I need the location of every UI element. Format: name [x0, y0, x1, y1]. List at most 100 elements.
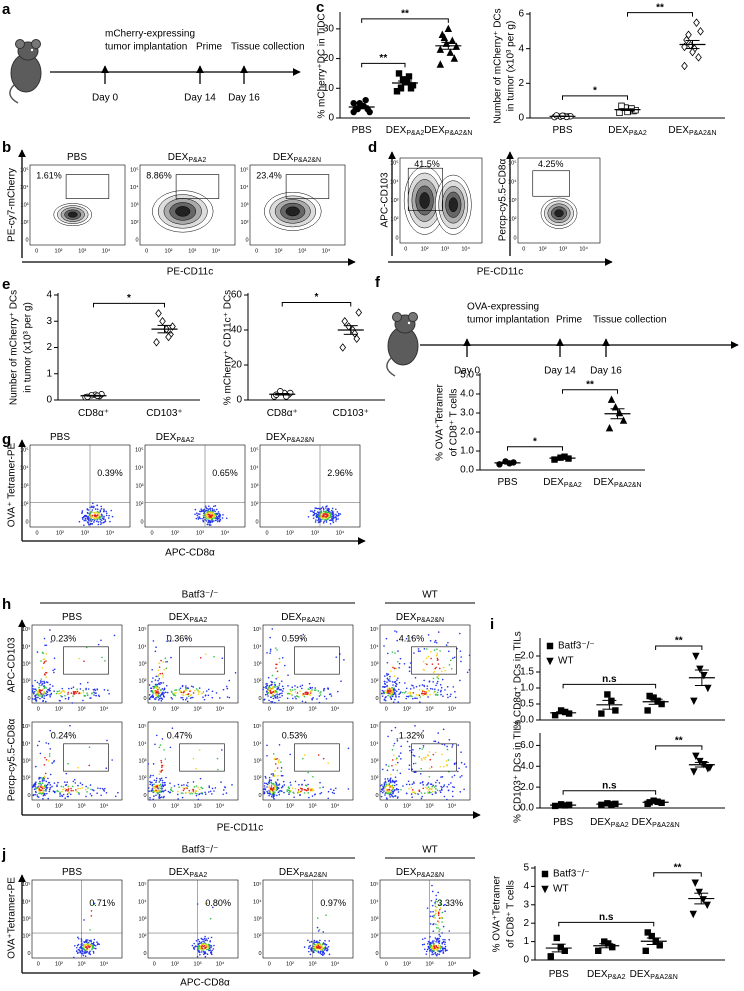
plot-title-main: DEX — [396, 867, 417, 878]
event-dot — [273, 681, 276, 684]
plot-title: DEXP&A2&N — [396, 867, 444, 880]
event-dot — [448, 664, 451, 666]
event-dot — [64, 790, 67, 792]
event-dot — [328, 693, 331, 696]
event-dot — [150, 789, 153, 792]
event-dot — [228, 679, 231, 682]
event-dot — [43, 687, 46, 689]
y-tick-label: 10⁴ — [135, 464, 144, 471]
y-tick-label: 10³ — [139, 916, 147, 922]
event-dot — [305, 693, 307, 695]
event-dot — [151, 694, 154, 696]
event-dot — [390, 697, 392, 700]
event-dot — [77, 951, 79, 954]
event-dot — [268, 776, 271, 779]
event-dot — [446, 763, 448, 766]
event-dot — [97, 521, 100, 523]
event-dot — [307, 939, 309, 942]
event-dot — [302, 692, 305, 695]
event-dot — [395, 757, 398, 759]
data-point — [696, 665, 704, 674]
event-dot — [396, 761, 399, 764]
event-dot — [205, 690, 208, 692]
event-dot — [100, 519, 103, 521]
y-tick-label: 10⁴ — [253, 740, 262, 747]
event-dot — [395, 631, 398, 633]
event-dot — [384, 794, 386, 796]
event-dot — [300, 638, 303, 640]
event-dot — [161, 788, 163, 790]
event-dot — [327, 790, 330, 793]
event-dot — [414, 771, 417, 773]
event-dot — [292, 791, 294, 794]
plot-title-sub: P&A2&N — [416, 617, 444, 624]
event-dot — [70, 789, 72, 792]
event-dot — [82, 950, 84, 953]
event-dot — [313, 941, 316, 944]
y-tick-label: 10³ — [139, 661, 147, 667]
panel-label: a — [2, 1, 11, 18]
data-point — [350, 99, 357, 107]
event-dot — [84, 951, 86, 953]
data-point — [362, 96, 369, 104]
event-dot — [444, 910, 446, 913]
event-dot — [153, 783, 155, 785]
event-dot — [290, 784, 292, 786]
event-dot — [159, 787, 162, 790]
event-dot — [83, 660, 85, 662]
event-dot — [59, 793, 61, 795]
y-tick-label: 0 — [25, 520, 28, 526]
event-dot — [206, 515, 209, 517]
event-dot — [434, 740, 437, 743]
event-dot — [329, 523, 332, 525]
event-dot — [439, 650, 441, 652]
event-dot — [308, 693, 310, 696]
event-dot — [72, 686, 75, 688]
event-dot — [225, 792, 228, 794]
significance-label: n.s — [602, 674, 617, 685]
event-dot — [340, 680, 342, 683]
event-dot — [87, 516, 90, 518]
event-dot — [327, 797, 330, 800]
event-dot — [439, 765, 442, 768]
event-dot — [197, 786, 199, 789]
event-dot — [433, 946, 436, 949]
event-dot — [324, 943, 327, 946]
data-point — [339, 343, 347, 352]
y-tick-label: 10⁵ — [250, 446, 258, 453]
plot-title-main: DEX — [168, 152, 189, 163]
event-dot — [268, 779, 271, 781]
y-tick-label: 0 — [135, 238, 138, 244]
event-dot — [177, 793, 179, 796]
event-dot — [155, 694, 158, 697]
y-tick-label: 10⁴ — [508, 178, 517, 185]
event-dot — [296, 692, 299, 694]
event-dot — [414, 677, 417, 679]
event-dot — [90, 514, 93, 517]
event-dot — [276, 779, 279, 781]
event-dot — [40, 660, 42, 662]
event-dot — [73, 692, 75, 694]
event-dot — [274, 686, 277, 688]
event-dot — [437, 677, 440, 680]
data-point — [692, 652, 700, 661]
event-dot — [459, 791, 462, 793]
data-point — [601, 938, 608, 945]
event-dot — [49, 695, 52, 698]
y-tick-label: 10² — [131, 220, 139, 226]
event-dot — [333, 792, 335, 795]
event-dot — [330, 509, 333, 512]
event-dot — [52, 761, 55, 763]
event-dot — [400, 788, 402, 791]
x-tick-label: 10² — [171, 961, 179, 967]
event-dot — [114, 795, 117, 798]
event-dot — [276, 688, 278, 690]
y-tick-label: 10³ — [371, 758, 379, 764]
event-dot — [277, 686, 280, 689]
y-tick-label: 0 — [375, 793, 378, 799]
event-dot — [103, 510, 105, 513]
event-dot — [439, 690, 442, 693]
event-dot — [388, 790, 390, 793]
event-dot — [426, 787, 428, 790]
event-dot — [390, 729, 393, 732]
